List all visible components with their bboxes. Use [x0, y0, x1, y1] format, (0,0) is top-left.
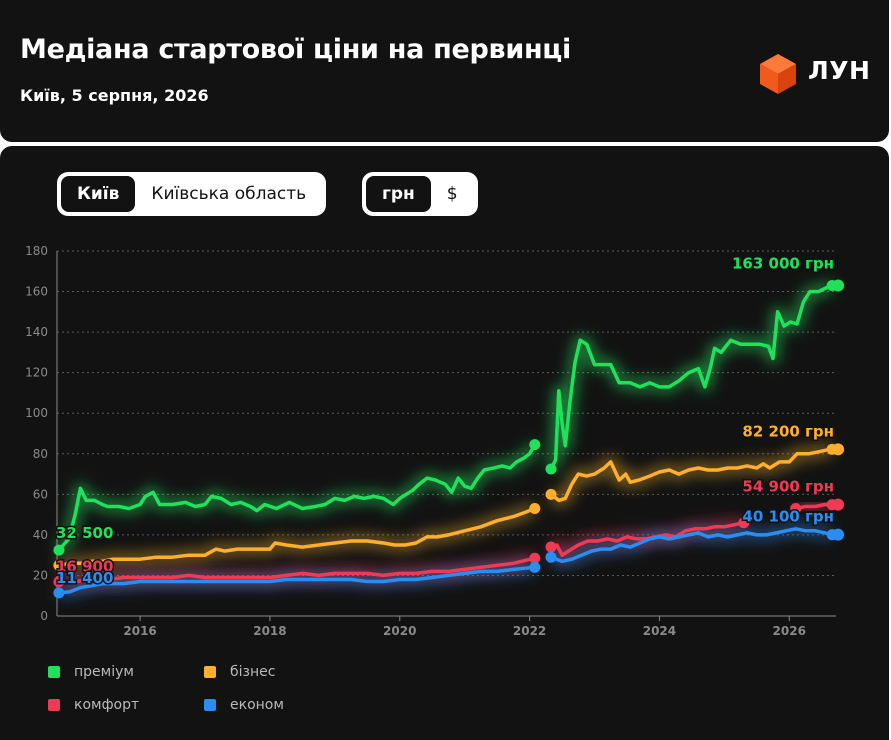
series-point — [545, 488, 557, 500]
brand-name: ЛУН — [808, 56, 871, 85]
x-tick-label: 2026 — [773, 624, 806, 638]
x-tick-label: 2018 — [253, 624, 286, 638]
y-tick-label: 120 — [25, 366, 48, 380]
legend-label-economy: економ — [230, 697, 284, 713]
series-point — [545, 541, 557, 553]
series-line — [57, 565, 537, 595]
legend-item-premium[interactable]: преміум — [48, 664, 134, 680]
x-tick-label: 2016 — [123, 624, 156, 638]
cube-icon — [760, 54, 796, 94]
region-option-kyiv-oblast[interactable]: Київська область — [151, 184, 307, 204]
series-point — [53, 587, 65, 599]
page-subtitle: Київ, 5 серпня, 2026 — [20, 86, 209, 105]
series-start-label: 32 500 — [56, 524, 113, 542]
y-tick-label: 160 — [25, 285, 48, 299]
legend-swatch-comfort — [48, 699, 60, 711]
series-line — [549, 520, 746, 557]
series-point — [738, 517, 750, 529]
legend-swatch-business — [204, 666, 216, 678]
series-point — [529, 552, 541, 564]
region-option-kyiv[interactable]: Київ — [61, 176, 136, 212]
series-end-label: 82 200 грн — [742, 422, 834, 440]
series-end-point — [832, 528, 845, 541]
series-point — [53, 559, 65, 571]
series-end-point — [832, 443, 845, 456]
series-line — [57, 506, 537, 568]
series-end-label: 54 900 грн — [742, 478, 834, 496]
y-tick-label: 20 — [33, 568, 48, 582]
y-tick-label: 100 — [25, 406, 48, 420]
series-point — [53, 544, 65, 556]
series-end-label: 40 100 грн — [742, 508, 834, 526]
series-line — [549, 283, 834, 471]
page-title: Медіана стартової ціни на первинці — [20, 34, 571, 65]
chart-legend: преміум бізнес комфорт економ — [48, 664, 448, 724]
region-toggle: Київ Київська область — [57, 172, 327, 216]
brand-logo: ЛУН — [758, 50, 871, 98]
legend-item-economy[interactable]: економ — [204, 697, 284, 713]
header: Медіана стартової ціни на первинці Київ,… — [0, 0, 889, 142]
currency-toggle: грн $ — [362, 172, 478, 216]
legend-label-business: бізнес — [230, 664, 276, 680]
series-point — [790, 503, 802, 515]
currency-option-usd[interactable]: $ — [446, 184, 458, 204]
y-tick-label: 40 — [33, 528, 48, 542]
series-point — [53, 576, 65, 588]
series-point — [545, 551, 557, 563]
series-start-label: 11 400 — [56, 569, 113, 587]
y-tick-label: 140 — [25, 325, 48, 339]
legend-label-premium: преміум — [74, 664, 134, 680]
series-line — [549, 447, 834, 503]
series-end-point — [832, 498, 845, 511]
x-tick-label: 2022 — [513, 624, 546, 638]
legend-swatch-economy — [204, 699, 216, 711]
legend-label-comfort: комфорт — [74, 697, 140, 713]
series-end-label: 163 000 грн — [732, 254, 834, 272]
series-point — [529, 561, 541, 573]
y-tick-label: 0 — [40, 609, 48, 623]
series-point — [529, 439, 541, 451]
series-glow — [57, 502, 538, 572]
x-tick-label: 2020 — [383, 624, 416, 638]
series-end-point — [832, 279, 845, 292]
series-line — [57, 556, 537, 584]
y-tick-label: 80 — [33, 447, 48, 461]
currency-option-uah[interactable]: грн — [366, 176, 431, 212]
series-start-label: 16 900 — [56, 558, 113, 576]
y-tick-label: 60 — [33, 487, 48, 501]
x-tick-label: 2024 — [643, 624, 676, 638]
series-point — [545, 463, 557, 475]
legend-swatch-premium — [48, 666, 60, 678]
y-tick-label: 180 — [25, 244, 48, 258]
series-point — [529, 503, 541, 515]
series-line — [549, 527, 834, 564]
legend-item-comfort[interactable]: комфорт — [48, 697, 139, 713]
chart-panel — [0, 146, 889, 740]
legend-item-business[interactable]: бізнес — [204, 664, 275, 680]
series-glow — [545, 279, 835, 472]
series-line — [57, 442, 537, 552]
